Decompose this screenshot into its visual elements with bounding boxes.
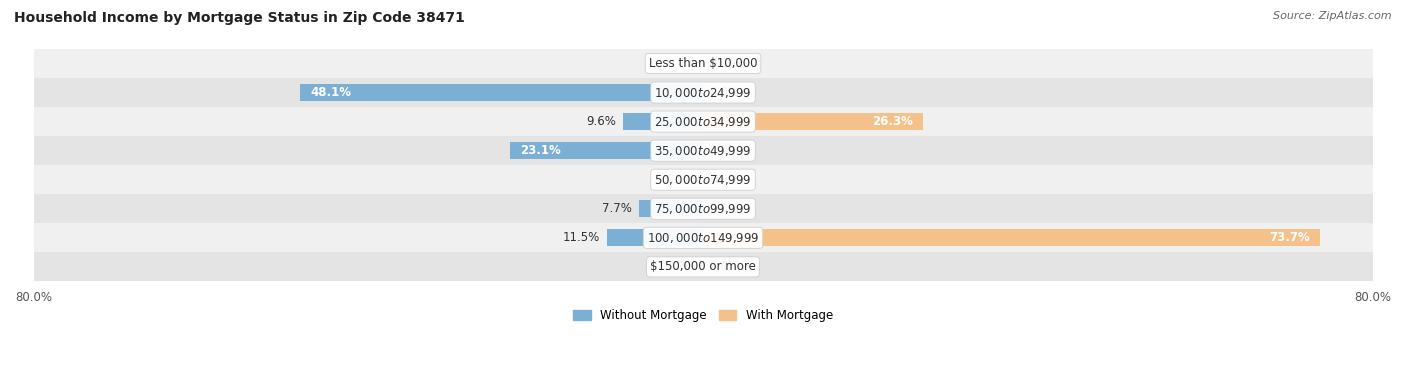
Text: Less than $10,000: Less than $10,000 [648,57,758,70]
Bar [34,107,1372,136]
Text: $75,000 to $99,999: $75,000 to $99,999 [654,202,752,216]
Text: $50,000 to $74,999: $50,000 to $74,999 [654,173,752,187]
Legend: Without Mortgage, With Mortgage: Without Mortgage, With Mortgage [568,304,838,326]
Text: 0.0%: 0.0% [710,86,740,99]
Text: 0.0%: 0.0% [666,261,696,273]
Text: 0.0%: 0.0% [710,202,740,215]
Text: 0.0%: 0.0% [710,144,740,157]
Text: 48.1%: 48.1% [311,86,352,99]
Text: 23.1%: 23.1% [520,144,561,157]
Text: 0.0%: 0.0% [710,261,740,273]
Text: 11.5%: 11.5% [562,231,600,244]
Text: $35,000 to $49,999: $35,000 to $49,999 [654,144,752,158]
Bar [301,84,703,101]
Text: 0.0%: 0.0% [666,57,696,70]
Bar [607,229,703,246]
Bar [34,165,1372,194]
Text: 7.7%: 7.7% [602,202,631,215]
Text: 0.0%: 0.0% [666,173,696,186]
Text: 0.0%: 0.0% [710,57,740,70]
Text: $10,000 to $24,999: $10,000 to $24,999 [654,86,752,100]
Bar [34,49,1372,78]
Text: $150,000 or more: $150,000 or more [650,261,756,273]
Text: 0.0%: 0.0% [710,173,740,186]
Bar [34,78,1372,107]
Text: 73.7%: 73.7% [1270,231,1310,244]
Bar [510,142,703,159]
Bar [703,229,1320,246]
Bar [623,113,703,130]
Bar [34,194,1372,223]
Bar [34,136,1372,165]
Text: $100,000 to $149,999: $100,000 to $149,999 [647,231,759,245]
Bar [34,252,1372,281]
Text: Household Income by Mortgage Status in Zip Code 38471: Household Income by Mortgage Status in Z… [14,11,465,25]
Text: 9.6%: 9.6% [586,115,616,128]
Text: 26.3%: 26.3% [872,115,912,128]
Bar [34,223,1372,252]
Text: Source: ZipAtlas.com: Source: ZipAtlas.com [1274,11,1392,21]
Bar [703,113,924,130]
Bar [638,200,703,217]
Text: $25,000 to $34,999: $25,000 to $34,999 [654,115,752,129]
